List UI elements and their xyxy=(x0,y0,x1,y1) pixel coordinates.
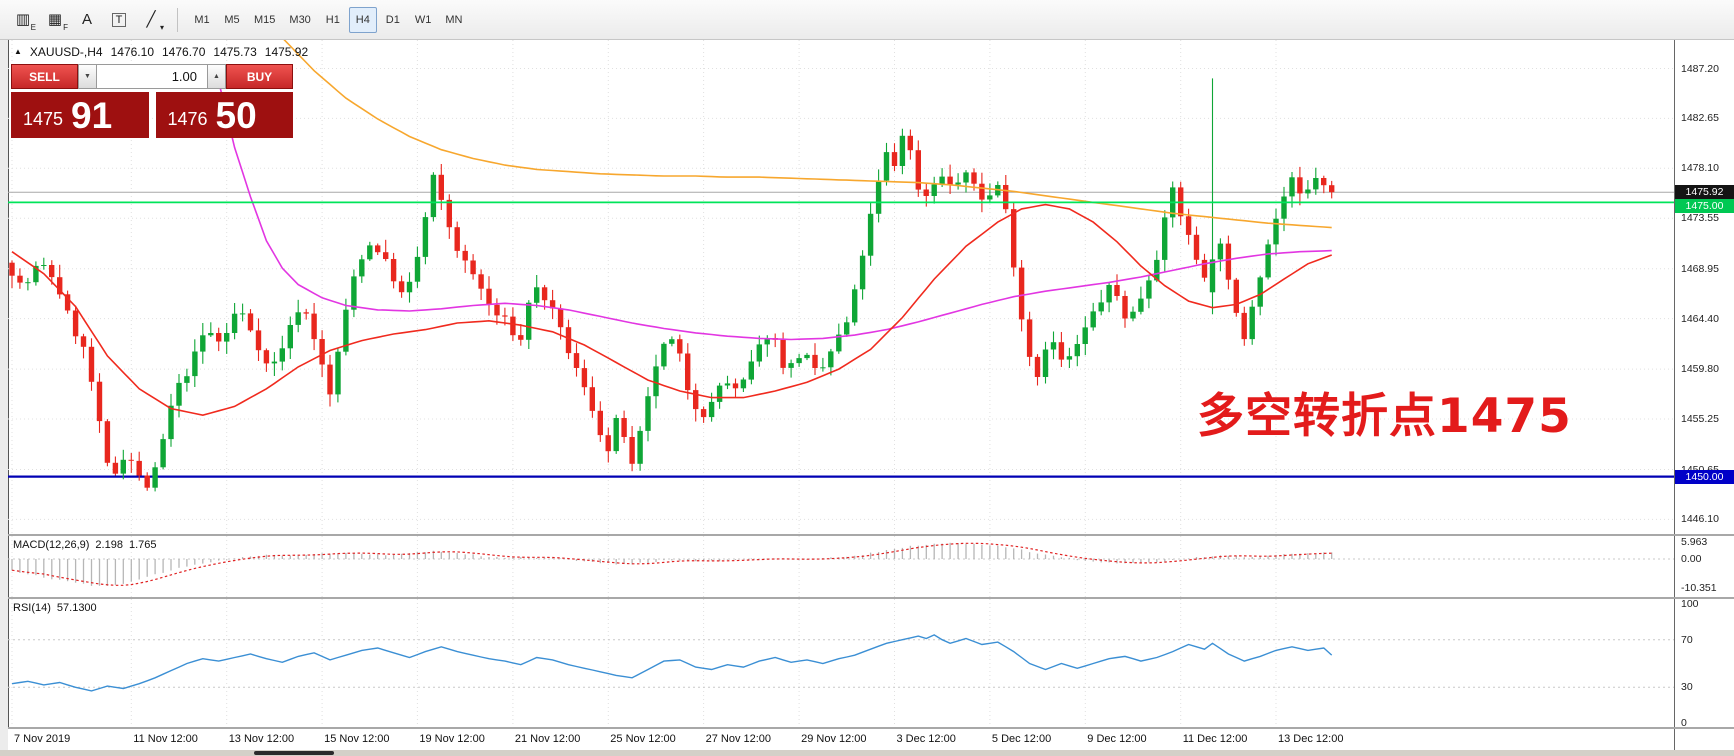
volume-increase-button[interactable]: ▲ xyxy=(207,64,226,89)
scrollbar-thumb[interactable] xyxy=(254,751,334,755)
text-annotation-icon[interactable]: A xyxy=(72,6,102,34)
date-label: 29 Nov 12:00 xyxy=(801,733,867,745)
main-price-chart[interactable] xyxy=(8,40,1674,534)
price-axis-label: 1487.20 xyxy=(1681,62,1719,75)
candle-chart-icon: ▥ xyxy=(15,11,31,28)
price-axis-label: 1468.95 xyxy=(1681,262,1719,275)
price-axis-label: 1459.80 xyxy=(1681,363,1719,376)
toolbar-separator xyxy=(177,7,178,32)
candle-chart-icon[interactable]: ▥ E xyxy=(8,6,38,34)
current-price-tag: 1475.92 xyxy=(1675,185,1734,200)
text-box-icon: T xyxy=(111,12,127,27)
date-label: 11 Nov 12:00 xyxy=(133,733,198,745)
draw-trendline-icon: ╱ xyxy=(146,11,156,28)
buy-price-display: 1476 50 xyxy=(155,92,293,138)
panel-separator[interactable] xyxy=(8,534,1734,536)
volume-decrease-button[interactable]: ▼ xyxy=(78,64,97,89)
rsi-value: 57.1300 xyxy=(56,602,97,614)
volume-input[interactable] xyxy=(97,64,207,89)
date-label: 13 Nov 12:00 xyxy=(228,733,295,745)
sell-button[interactable]: SELL xyxy=(11,64,78,89)
price-axis-label: 1446.10 xyxy=(1681,513,1719,526)
timeframe-button-group: M1 M5 M15 M30 H1 H4 D1 W1 MN xyxy=(187,6,469,33)
horizontal-scrollbar[interactable] xyxy=(0,750,1734,756)
date-label: 21 Nov 12:00 xyxy=(514,733,581,745)
rsi-label: RSI(14) 57.1300 xyxy=(13,602,97,614)
rsi-panel[interactable] xyxy=(8,599,1674,727)
toolbar: ▥ E ▦ F A T ╱ ▾ M1 M5 M15 M30 H1 H4 D1 W1 MN xyxy=(0,0,1734,40)
sell-price-big-figure: 1475 xyxy=(23,109,64,129)
panel-separator[interactable] xyxy=(8,727,1734,729)
macd-axis-label: 5.963 xyxy=(1681,536,1708,549)
ohlc-open: 1476.10 xyxy=(110,45,154,59)
date-label: 27 Nov 12:00 xyxy=(705,733,772,745)
price-axis-label: 1464.40 xyxy=(1681,312,1719,325)
one-click-trading-panel: SELL ▼ ▲ BUY 1475 91 1476 50 xyxy=(11,64,293,138)
date-axis[interactable]: 7 Nov 2019 11 Nov 12:00 13 Nov 12:00 15 Nov… xyxy=(8,729,1674,750)
timeframe-h4[interactable]: H4 xyxy=(348,6,377,33)
date-label: 13 Dec 12:00 xyxy=(1278,733,1344,745)
rsi-axis-label: 30 xyxy=(1681,681,1693,694)
buy-price-pips: 50 xyxy=(215,95,257,136)
date-label: 15 Nov 12:00 xyxy=(324,733,390,745)
timeframe-m30[interactable]: M30 xyxy=(289,13,311,26)
macd-panel[interactable] xyxy=(8,536,1674,597)
timeframe-m1[interactable]: M1 xyxy=(194,13,210,26)
macd-axis-label: -10.351 xyxy=(1681,582,1717,594)
timeframe-m15[interactable]: M15 xyxy=(254,13,276,26)
macd-value-main: 2.198 xyxy=(95,539,123,551)
date-label: 3 Dec 12:00 xyxy=(896,733,956,745)
grid-window-icon-sub: F xyxy=(63,22,68,32)
date-label: 19 Nov 12:00 xyxy=(419,733,485,745)
timeframe-mn[interactable]: MN xyxy=(445,13,463,26)
draw-trendline-icon[interactable]: ╱ ▾ xyxy=(136,6,166,34)
candle-chart-icon-sub: E xyxy=(30,22,36,32)
toolbar-icon-group: ▥ E ▦ F A T ╱ ▾ xyxy=(8,6,168,34)
grid-window-icon: ▦ xyxy=(47,11,63,28)
timeframe-h1[interactable]: H1 xyxy=(325,13,340,26)
rsi-axis-label: 70 xyxy=(1681,633,1693,646)
timeframe-m5[interactable]: M5 xyxy=(224,13,240,26)
timeframe-w1[interactable]: W1 xyxy=(414,13,432,26)
chart-title: ▲ XAUUSD-,H4 1476.10 1476.70 1475.73 147… xyxy=(14,45,308,59)
grid-window-icon[interactable]: ▦ F xyxy=(40,6,70,34)
price-axis-label: 1478.10 xyxy=(1681,162,1719,175)
date-label: 25 Nov 12:00 xyxy=(610,733,676,745)
rsi-axis-label: 0 xyxy=(1681,717,1687,729)
date-label: 5 Dec 12:00 xyxy=(991,733,1052,745)
macd-value-signal: 1.765 xyxy=(128,539,157,551)
text-annotation-icon: A xyxy=(81,11,92,28)
price-axis-label: 1473.55 xyxy=(1681,212,1719,225)
price-axis-label: 1455.25 xyxy=(1681,413,1719,425)
rsi-axis-label: 100 xyxy=(1681,598,1699,610)
timeframe-d1[interactable]: D1 xyxy=(385,13,400,26)
one-click-toggle-icon[interactable]: ▲ xyxy=(14,47,22,56)
ohlc-close: 1475.92 xyxy=(264,45,309,59)
date-label: 11 Dec 12:00 xyxy=(1182,733,1248,745)
sell-price-pips: 91 xyxy=(71,95,113,136)
symbol-label: XAUUSD-,H4 xyxy=(29,45,103,59)
buy-price-big-figure: 1476 xyxy=(167,109,208,129)
chart-background xyxy=(8,40,1674,750)
price-axis-label: 1482.65 xyxy=(1681,112,1719,125)
text-box-icon[interactable]: T xyxy=(104,6,134,34)
sell-price-display: 1475 91 xyxy=(11,92,149,138)
ohlc-low: 1475.73 xyxy=(213,45,257,59)
rsi-name: RSI(14) xyxy=(13,602,51,614)
macd-label: MACD(12,26,9) 2.198 1.765 xyxy=(13,539,156,551)
buy-button[interactable]: BUY xyxy=(226,64,293,89)
ohlc-high: 1476.70 xyxy=(162,45,206,59)
panel-separator[interactable] xyxy=(8,597,1734,599)
date-label: 9 Dec 12:00 xyxy=(1087,733,1147,745)
draw-trendline-icon-sub: ▾ xyxy=(159,22,164,32)
macd-axis-label: 0.00 xyxy=(1681,553,1702,565)
annotation-text: 多空转折点1475 xyxy=(1197,389,1572,444)
macd-name: MACD(12,26,9) xyxy=(13,539,90,551)
blue-level-tag: 1450.00 xyxy=(1675,469,1734,484)
price-axis[interactable]: 1487.20 1482.65 1478.10 1473.55 1468.95 1464.… xyxy=(1674,40,1734,750)
green-level-tag: 1475.00 xyxy=(1675,199,1734,214)
date-label: 7 Nov 2019 xyxy=(14,733,71,745)
